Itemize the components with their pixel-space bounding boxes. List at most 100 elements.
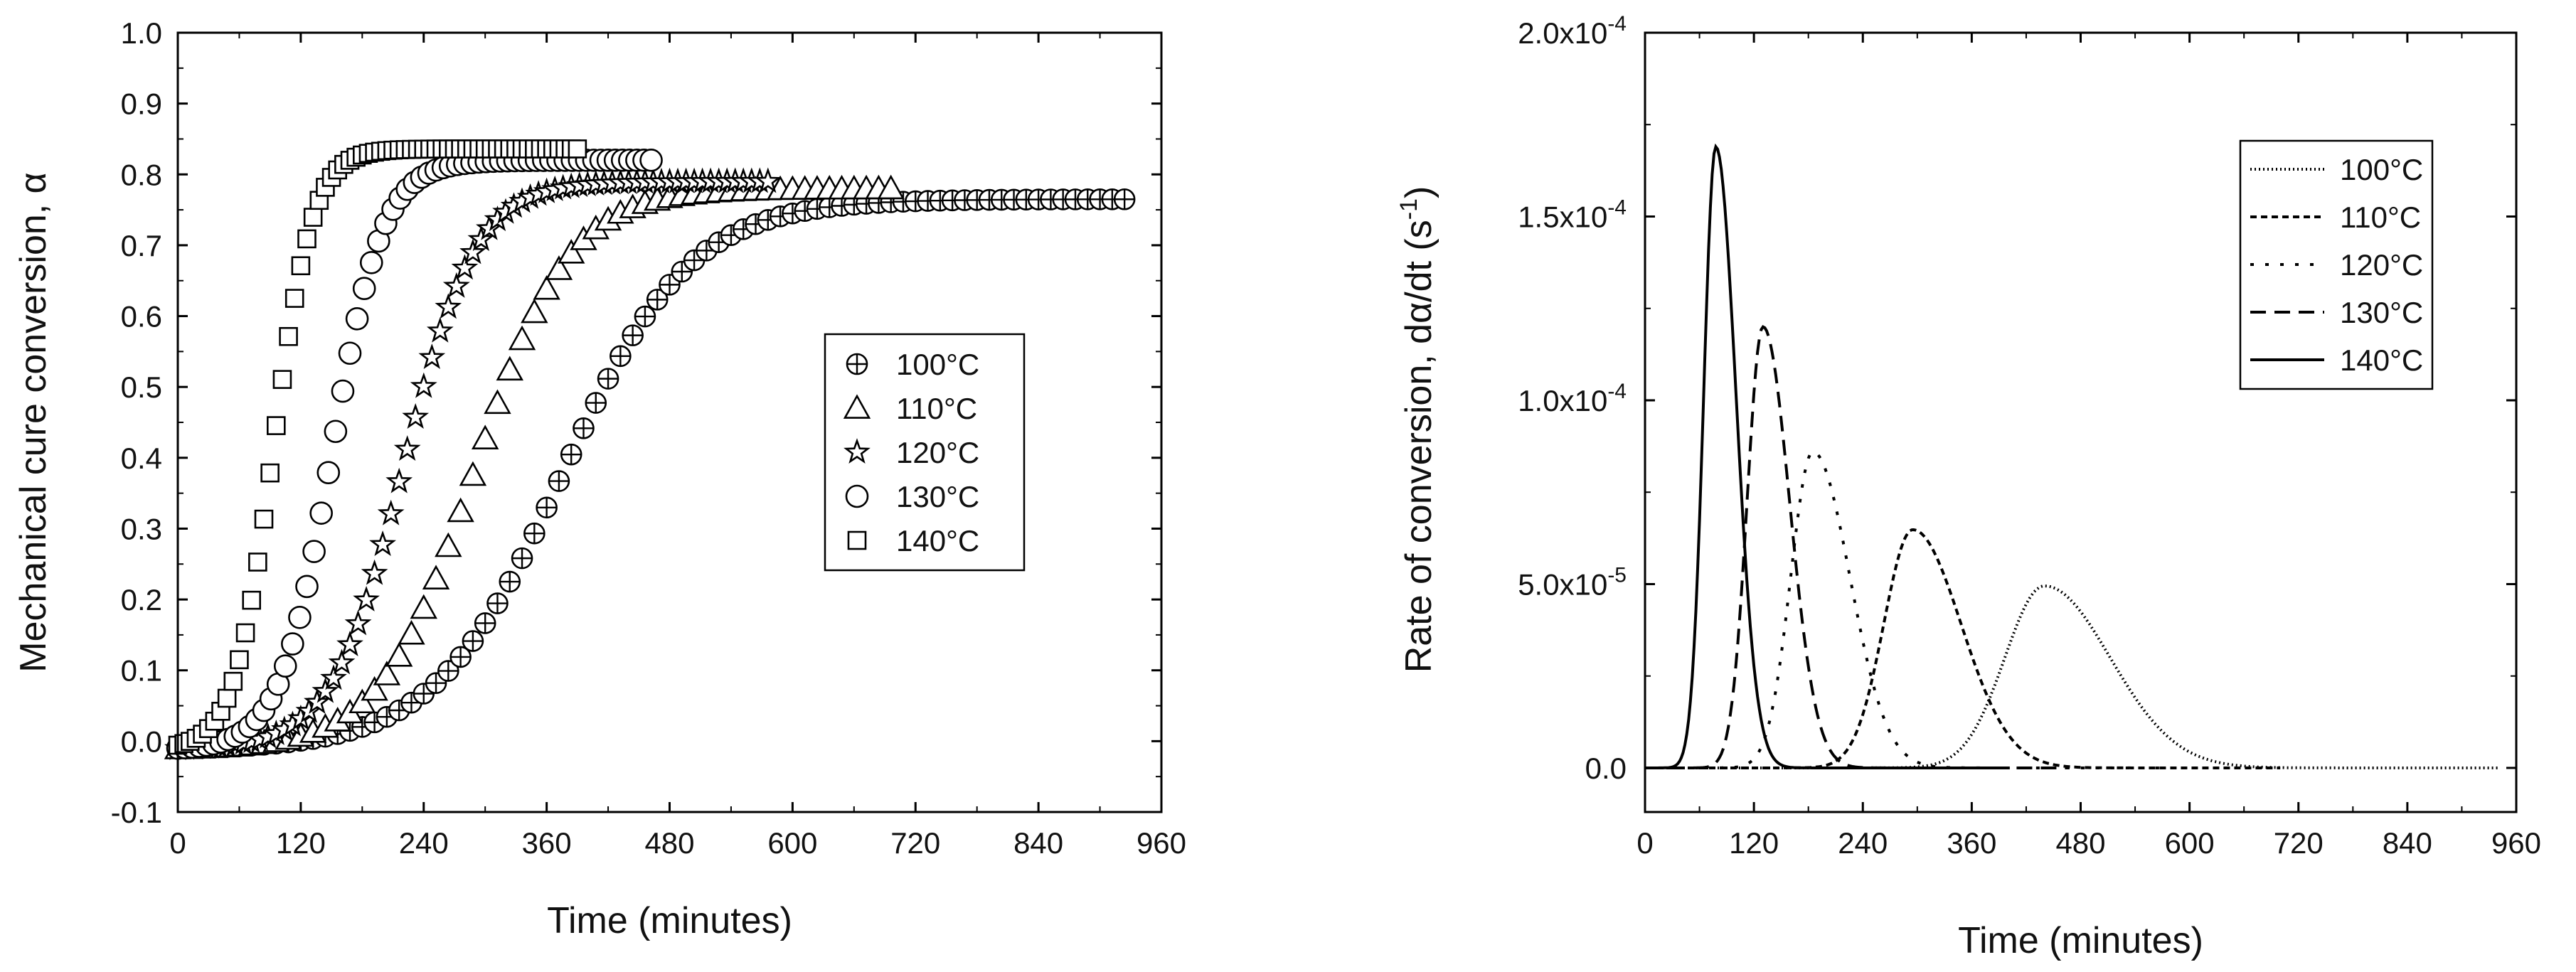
right-y-tick-base: 5.0x10: [1518, 567, 1607, 601]
series-line-100-c: [1645, 584, 2498, 769]
marker-star: [442, 272, 470, 298]
data-point-100-c: [437, 660, 459, 682]
series-line-120-c: [1645, 450, 2181, 769]
data-point-110-c: [533, 274, 560, 300]
marker-square: [291, 256, 311, 276]
marker-star: [328, 648, 356, 675]
data-point-120-c: [353, 586, 380, 611]
marker-star: [451, 254, 479, 280]
right-y-tick-base: 0.0: [1585, 752, 1627, 785]
data-point-110-c: [435, 532, 462, 557]
data-point-120-c: [304, 688, 331, 714]
data-point-130-c: [309, 501, 333, 525]
left-x-tick-label: 600: [767, 826, 817, 860]
marker-circle: [288, 605, 312, 629]
left-plot-frame: [176, 31, 1163, 813]
left-y-tick-label: 0.6: [121, 300, 162, 333]
marker-circle: [309, 501, 333, 525]
marker-triangle: [496, 356, 523, 381]
data-point-120-c: [320, 664, 347, 690]
data-point-130-c: [352, 277, 376, 300]
data-point-110-c: [508, 325, 536, 351]
data-point-140-c: [217, 688, 237, 708]
right-legend: 100°C 110°C 120°C 130°C 140°C: [2239, 139, 2434, 390]
marker-star: [320, 664, 347, 690]
data-point-100-c: [622, 324, 644, 346]
left-y-tick-label: 0.2: [121, 583, 162, 616]
data-point-120-c: [361, 559, 388, 585]
data-point-110-c: [496, 356, 523, 381]
legend-label-140-c: 140°C: [2340, 343, 2423, 377]
left-x-tick-label: 120: [276, 826, 326, 860]
data-point-100-c: [486, 592, 509, 614]
data-point-140-c: [254, 509, 274, 529]
right-y-tick-exponent: -4: [1607, 12, 1627, 36]
marker-square: [242, 590, 262, 610]
right-y-tick-label: 1.0x10-4: [1518, 380, 1627, 417]
marker-triangle: [484, 389, 511, 415]
left-y-tick-label: 0.8: [121, 158, 162, 191]
data-point-110-c: [422, 565, 450, 589]
data-point-120-c: [410, 372, 437, 398]
legend-marker-140-c: [847, 530, 867, 550]
marker-square: [284, 289, 304, 308]
data-point-110-c: [484, 389, 511, 415]
data-point-120-c: [426, 316, 454, 343]
legend-label-140-c: 140°C: [896, 524, 979, 557]
marker-star: [385, 467, 413, 493]
right-y-tick-base: 1.0x10: [1518, 384, 1607, 417]
data-point-130-c: [331, 379, 355, 403]
marker-star: [459, 238, 486, 265]
marker-square: [847, 530, 867, 550]
marker-circle: [273, 654, 297, 678]
left-x-tick-label: 0: [169, 826, 186, 860]
right-x-tick-label: 480: [2055, 826, 2105, 860]
legend-marker-120-c: [843, 438, 871, 464]
data-point-100-c: [1113, 188, 1136, 210]
data-point-100-c: [634, 305, 656, 328]
marker-circle: [295, 575, 319, 599]
data-point-100-c: [597, 368, 619, 390]
left-y-tick-label: 0.9: [121, 87, 162, 121]
data-point-130-c: [302, 540, 326, 563]
right-y-axis-title: Rate of conversion, dα/dt (s-1): [1395, 186, 1439, 673]
marker-triangle: [508, 325, 536, 351]
data-point-110-c: [447, 497, 474, 523]
marker-square: [235, 623, 255, 643]
marker-circle: [316, 461, 341, 484]
legend-marker-110-c: [843, 394, 871, 419]
data-point-100-c: [585, 392, 607, 414]
data-point-110-c: [877, 174, 905, 200]
data-point-120-c: [369, 530, 397, 557]
marker-square: [568, 139, 587, 159]
data-point-130-c: [639, 149, 663, 172]
marker-triangle: [545, 255, 573, 280]
data-point-140-c: [260, 463, 280, 483]
data-point-120-c: [344, 609, 372, 636]
data-point-130-c: [295, 575, 319, 599]
right-x-tick-label: 720: [2274, 826, 2324, 860]
left-x-tick-label: 480: [644, 826, 694, 860]
data-point-120-c: [377, 499, 405, 525]
data-point-140-c: [303, 208, 323, 227]
series-line-110-c: [1645, 528, 2281, 769]
data-point-120-c: [451, 254, 479, 280]
data-point-130-c: [281, 632, 304, 656]
marker-triangle: [877, 174, 905, 200]
data-point-110-c: [361, 675, 388, 701]
marker-triangle: [410, 594, 437, 619]
data-point-140-c: [230, 650, 249, 670]
marker-circle: [345, 306, 369, 331]
data-point-100-c: [523, 522, 545, 545]
data-point-120-c: [385, 467, 413, 493]
data-point-110-c: [521, 298, 548, 324]
marker-star: [361, 559, 388, 585]
legend-marker-130-c: [845, 484, 869, 508]
data-point-110-c: [545, 255, 573, 280]
data-point-140-c: [568, 139, 587, 159]
right-y-ticks: 0.05.0x10-51.0x10-41.5x10-42.0x10-4: [1518, 12, 2516, 785]
left-chart: -0.1 0.0 0.1 0.2 0.3 0.4 0.5 0.6 0.7 0.8 0.9 1.0 0 1…: [13, 16, 1186, 941]
left-x-tick-label: 720: [890, 826, 940, 860]
marker-square: [254, 509, 274, 529]
series-line-130-c: [1645, 324, 2067, 769]
